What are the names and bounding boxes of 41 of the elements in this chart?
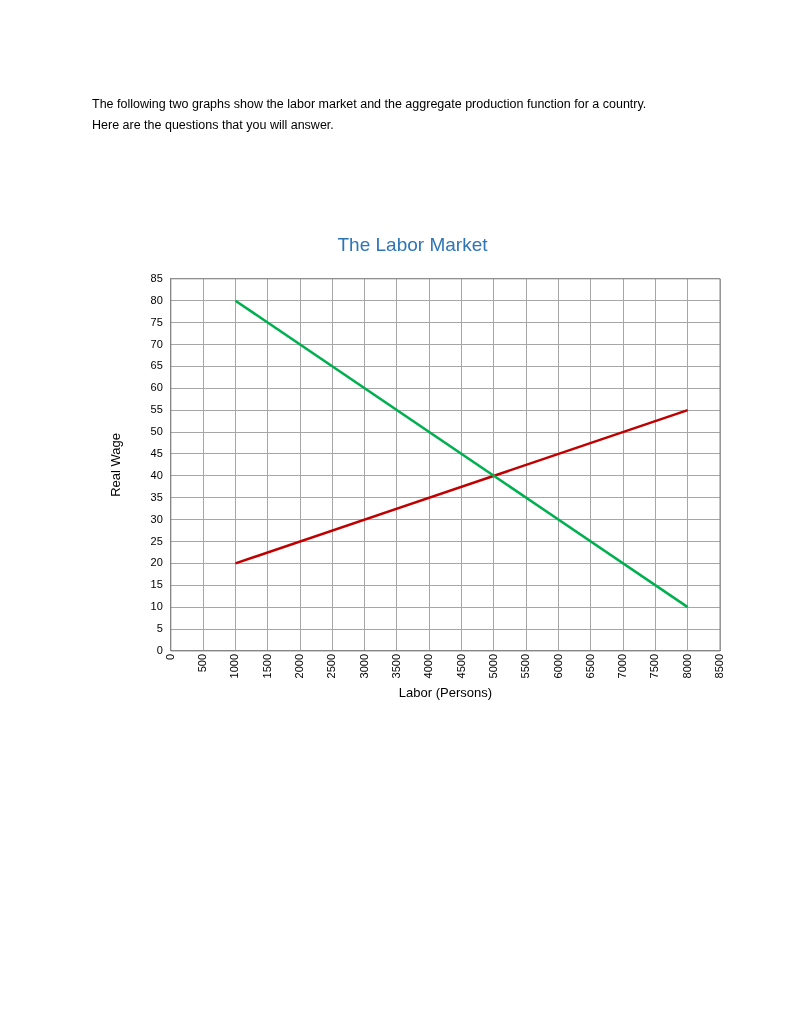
y-tick-label: 45 xyxy=(150,446,163,459)
x-tick-label: 4000 xyxy=(422,653,435,679)
y-tick-label: 15 xyxy=(150,578,163,591)
x-tick-label: 8000 xyxy=(680,653,693,679)
y-tick-label: 30 xyxy=(150,512,163,525)
x-tick-label: 3500 xyxy=(389,653,402,679)
y-tick-label: 60 xyxy=(150,381,163,394)
y-tick-label: 10 xyxy=(150,600,163,613)
text: Here are the questions that you will answer. xyxy=(92,117,335,134)
chart-title: The Labor Market xyxy=(337,233,489,255)
x-tick-label: 0 xyxy=(163,653,176,661)
x-tick-label: 6500 xyxy=(583,653,596,679)
y-tick-label: 70 xyxy=(150,337,163,350)
y-tick-label: 25 xyxy=(150,534,163,547)
y-tick-label: 80 xyxy=(150,293,163,306)
y-tick-label: 20 xyxy=(150,556,163,569)
x-tick-label: 7500 xyxy=(648,653,661,679)
x-tick-label: 1500 xyxy=(260,653,273,679)
y-tick-label: 65 xyxy=(150,359,163,372)
y-tick-label: 40 xyxy=(150,468,163,481)
y-tick-label: 85 xyxy=(150,271,163,284)
x-tick-label: 500 xyxy=(196,653,209,673)
x-tick-label: 6000 xyxy=(551,653,564,679)
x-tick-label: 8500 xyxy=(713,653,726,679)
text: The following two graphs show the labor market and the aggregate production function for a country. xyxy=(92,96,647,113)
x-axis-title: Labor (Persons) xyxy=(398,684,493,700)
x-tick-label: 5500 xyxy=(519,653,532,679)
x-tick-label: 2500 xyxy=(325,653,338,679)
y-tick-label: 35 xyxy=(150,490,163,503)
y-tick-label: 75 xyxy=(150,315,163,328)
x-tick-label: 3000 xyxy=(357,653,370,679)
y-tick-label: 0 xyxy=(156,643,163,656)
x-tick-label: 4500 xyxy=(454,653,467,679)
y-tick-label: 50 xyxy=(150,425,163,438)
x-tick-label: 2000 xyxy=(293,653,306,679)
y-axis-title: Real Wage xyxy=(108,432,124,497)
x-tick-label: 5000 xyxy=(486,653,499,679)
x-tick-label: 7000 xyxy=(616,653,629,679)
y-tick-label: 55 xyxy=(150,403,163,416)
x-tick-label: 1000 xyxy=(228,653,241,679)
y-tick-label: 5 xyxy=(156,622,163,635)
